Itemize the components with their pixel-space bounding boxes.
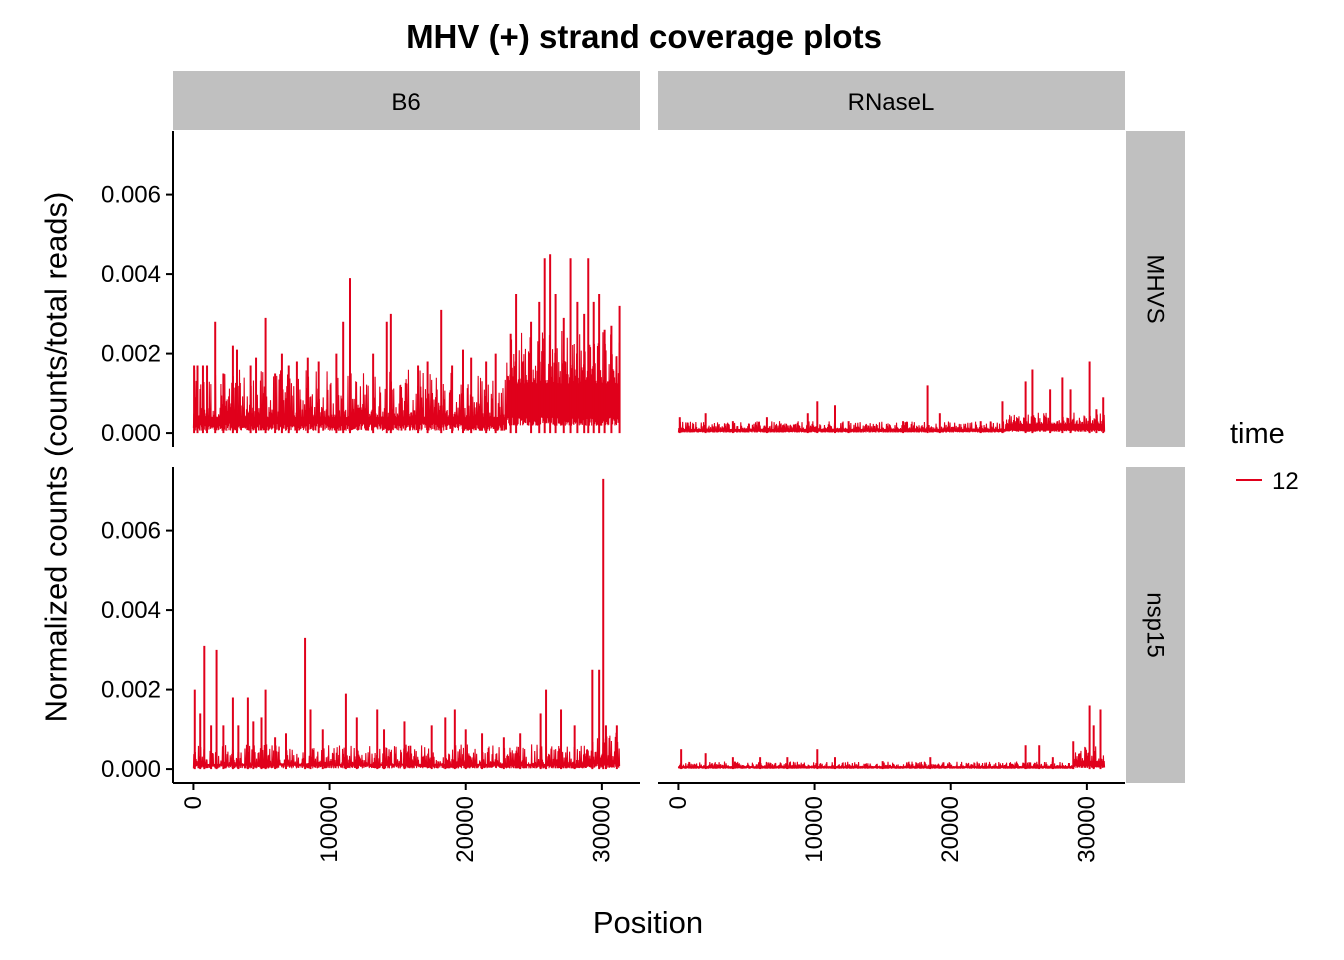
strip-mhvs (1126, 131, 1185, 447)
x-axis-title: Position (593, 905, 703, 940)
panels: 0.000 0.002 0.004 0.006 0.000 0.002 0.004 0.006… (101, 131, 1125, 863)
coverage-line-b6-nsp15 (192, 732, 621, 769)
strip-b6 (173, 71, 640, 130)
coverage-line-b6-mhvs (192, 331, 621, 431)
x-tick-label: 30000 (588, 796, 615, 863)
x-tick-label: 10000 (316, 796, 343, 863)
x-tick-label: 10000 (801, 796, 828, 863)
coverage-line-rnasel-nsp15 (677, 746, 1106, 769)
strip-label-nsp15: nsp15 (1142, 592, 1169, 657)
y-tick-label: 0.004 (101, 597, 161, 624)
y-tick-label: 0.000 (101, 420, 161, 447)
strip-nsp15 (1126, 467, 1185, 783)
x-tick-label: 20000 (937, 796, 964, 863)
x-tick-label: 30000 (1073, 796, 1100, 863)
strip-rnasel (658, 71, 1125, 130)
panel-rnasel-nsp15: 0 10000 20000 30000 (658, 705, 1125, 863)
legend-title: time (1230, 418, 1285, 450)
coverage-line-rnasel-mhvs (677, 412, 1106, 433)
legend-label: 12 (1272, 468, 1299, 495)
panel-b6-mhvs: 0.000 0.002 0.004 0.006 (101, 131, 621, 447)
y-tick-label: 0.006 (101, 182, 161, 209)
y-tick-label: 0.002 (101, 341, 161, 368)
strip-label-mhvs: MHVS (1142, 254, 1169, 323)
strip-label-b6: B6 (391, 89, 420, 116)
y-axis-title: Normalized counts (counts/total reads) (39, 192, 74, 723)
y-tick-label: 0.000 (101, 756, 161, 783)
panel-b6-nsp15: 0.000 0.002 0.004 0.006 0 10000 20000 30000 (101, 467, 640, 863)
panel-rnasel-mhvs (677, 361, 1106, 434)
x-tick-label: 0 (180, 796, 207, 809)
legend: time 12 (1230, 418, 1299, 495)
y-tick-label: 0.002 (101, 677, 161, 704)
chart-title: MHV (+) strand coverage plots (406, 18, 882, 55)
strip-label-rnasel: RNaseL (848, 89, 935, 116)
x-tick-label: 20000 (452, 796, 479, 863)
y-tick-label: 0.004 (101, 261, 161, 288)
y-tick-label: 0.006 (101, 518, 161, 545)
x-tick-label: 0 (665, 796, 692, 809)
